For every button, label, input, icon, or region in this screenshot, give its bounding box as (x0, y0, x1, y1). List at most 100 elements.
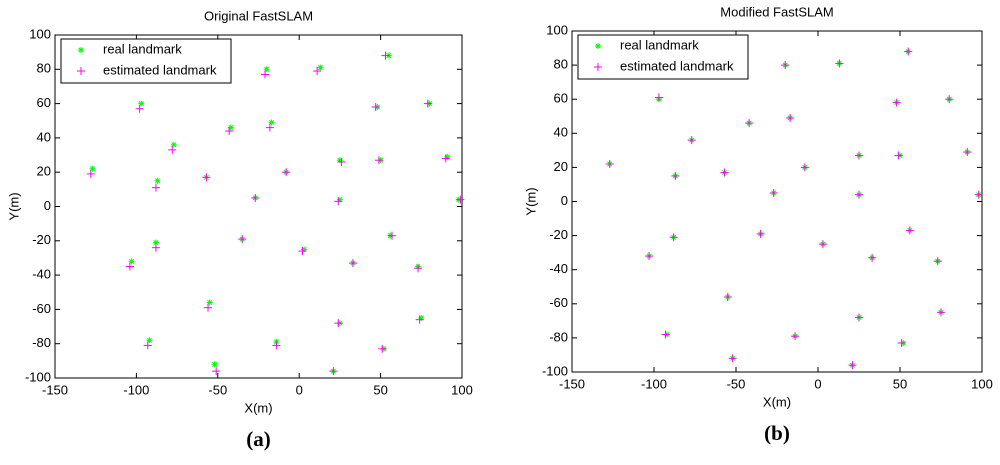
landmark-point (146, 337, 153, 344)
marker-stroke (78, 47, 84, 53)
landmark-point (143, 341, 152, 350)
landmark-point (605, 159, 614, 168)
landmark-point (654, 93, 663, 102)
landmark-point (378, 344, 387, 353)
landmark-point (456, 195, 465, 204)
x-tick-label: -100 (641, 376, 667, 391)
landmark-point (151, 183, 160, 192)
landmark-point (86, 169, 95, 178)
legend-box (577, 34, 749, 80)
landmark-point (723, 292, 732, 301)
landmark-point (669, 233, 678, 242)
plot-area (571, 30, 983, 373)
landmark-point (728, 354, 737, 363)
legend: real landmark estimated landmark (577, 34, 749, 80)
x-axis-label: X(m) (763, 394, 791, 409)
y-tick-label: 100 (29, 26, 51, 41)
legend: real landmark estimated landmark (60, 38, 232, 84)
x-tick-label: -100 (123, 382, 149, 397)
y-tick-label: 60 (554, 91, 568, 106)
landmark-point (348, 259, 357, 268)
landmark-point (904, 47, 913, 56)
legend-label: real landmark (103, 41, 182, 56)
landmark-point (868, 253, 877, 262)
landmark-point (414, 264, 423, 273)
y-tick-label: -40 (549, 261, 568, 276)
y-tick-label: 40 (37, 129, 51, 144)
landmark-point (963, 148, 972, 157)
caption: (b) (764, 421, 790, 445)
landmark-point (337, 157, 346, 166)
landmark-point (423, 99, 432, 108)
landmark-point (945, 95, 954, 104)
landmark-point (298, 247, 307, 256)
landmark-point (135, 104, 144, 113)
landmark-point (151, 243, 160, 252)
legend-label: real landmark (620, 37, 699, 52)
y-tick-label: 60 (37, 95, 51, 110)
landmark-point (381, 51, 390, 60)
landmark-point (897, 339, 906, 348)
y-axis-label: Y(m) (523, 187, 538, 215)
y-tick-label: 0 (561, 193, 568, 208)
landmark-point (769, 188, 778, 197)
legend-marker (594, 63, 602, 71)
landmark-point (933, 257, 942, 266)
x-tick-label: 0 (296, 382, 303, 397)
y-tick-label: 40 (554, 125, 568, 140)
landmark-point (212, 367, 221, 376)
marker-stroke (317, 65, 323, 71)
landmark-point (334, 319, 343, 328)
x-axis-label: X(m) (244, 400, 272, 415)
marker-stroke (155, 178, 161, 184)
legend-label: estimated landmark (620, 58, 734, 73)
landmark-point (848, 361, 857, 370)
x-tick-label: -50 (208, 382, 227, 397)
landmark-point (317, 64, 324, 71)
landmark-point (645, 252, 654, 261)
caption: (a) (246, 427, 271, 451)
y-axis-label: Y(m) (6, 192, 21, 220)
landmark-point (781, 61, 790, 70)
chart: Modified FastSLAM-150 -100 -50 0 50 100-100-8… (523, 4, 992, 444)
landmark-point (334, 197, 343, 206)
landmark-point (154, 177, 161, 184)
x-tick-label: 100 (451, 382, 473, 397)
x-tick-label: 100 (971, 376, 993, 391)
legend-marker (77, 67, 85, 75)
landmark-point (687, 136, 696, 145)
y-tick-label: -60 (549, 295, 568, 310)
landmark-point (756, 229, 765, 238)
chart: Original FastSLAM-150 -100 -50 0 50 100-100-8… (6, 8, 472, 450)
legend-label: estimated landmark (103, 62, 217, 77)
landmark-point (720, 168, 729, 177)
landmark-point (818, 240, 827, 249)
landmark-point (671, 171, 680, 180)
y-tick-label: 20 (37, 164, 51, 179)
y-tick-label: 80 (37, 61, 51, 76)
landmark-point (313, 67, 322, 76)
legend-marker (595, 43, 601, 49)
landmark-point (374, 156, 383, 165)
y-tick-label: -20 (549, 227, 568, 242)
landmark-point (387, 231, 396, 240)
landmark-point (894, 151, 903, 160)
landmark-point (415, 315, 424, 324)
landmark-point (168, 145, 177, 154)
landmark-point (272, 341, 281, 350)
y-tick-label: -80 (32, 335, 51, 350)
landmark-point (855, 313, 863, 322)
landmark-point (892, 98, 901, 107)
landmark-point (204, 303, 213, 312)
chart-title: Modified FastSLAM (720, 4, 833, 19)
x-tick-label: -150 (42, 382, 68, 397)
landmark-point (786, 113, 795, 122)
landmark-point (661, 330, 670, 339)
chart-title: Original FastSLAM (204, 8, 313, 23)
landmark-point (225, 127, 234, 136)
landmark-point (265, 123, 274, 132)
y-tick-label: 100 (546, 22, 568, 37)
y-tick-label: 0 (44, 198, 51, 213)
landmark-point (745, 119, 754, 128)
